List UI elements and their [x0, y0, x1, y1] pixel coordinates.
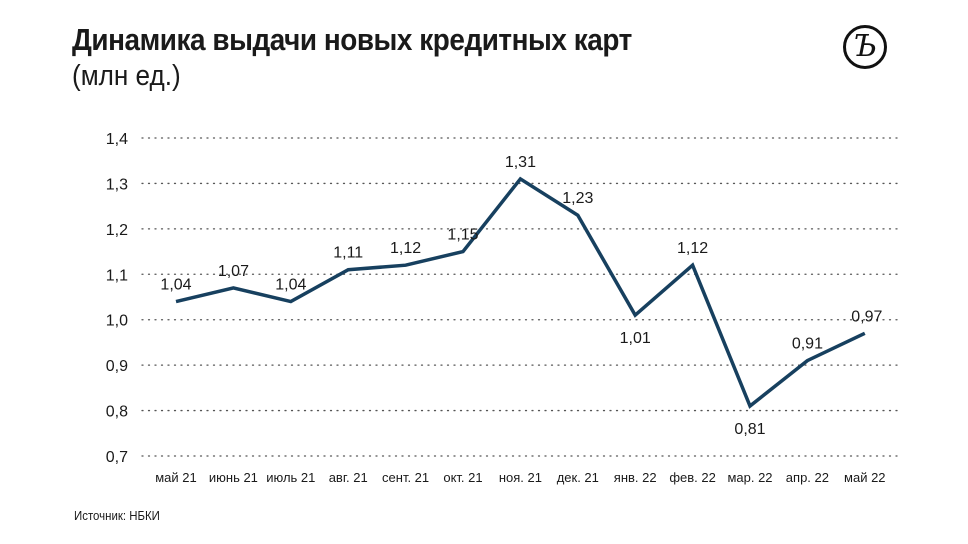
x-tick-label: мар. 22 — [727, 470, 772, 485]
data-label: 1,15 — [447, 227, 478, 244]
chart-subtitle: (млн ед.) — [72, 60, 181, 92]
y-tick-label: 1,1 — [106, 267, 128, 284]
data-label: 1,04 — [275, 277, 306, 294]
y-tick-label: 0,9 — [106, 358, 128, 375]
data-label: 1,01 — [620, 330, 651, 347]
data-label: 1,23 — [562, 190, 593, 207]
data-label: 0,97 — [851, 308, 882, 325]
x-tick-label: авг. 21 — [329, 470, 368, 485]
data-label: 1,07 — [218, 263, 249, 280]
y-tick-label: 0,8 — [106, 404, 128, 421]
y-tick-label: 1,3 — [106, 176, 128, 193]
chart-title: Динамика выдачи новых кредитных карт — [72, 22, 632, 57]
x-tick-label: дек. 21 — [557, 470, 599, 485]
data-label: 1,12 — [677, 240, 708, 257]
series-line — [175, 176, 866, 409]
x-tick-label: ноя. 21 — [499, 470, 542, 485]
data-label: 1,11 — [333, 245, 363, 262]
x-tick-label: фев. 22 — [669, 470, 716, 485]
x-tick-label: янв. 22 — [614, 470, 657, 485]
x-tick-label: июнь 21 — [209, 470, 258, 485]
data-label: 1,04 — [160, 277, 191, 294]
x-tick-label: май 21 — [155, 470, 197, 485]
x-tick-label: июль 21 — [266, 470, 315, 485]
x-tick-label: апр. 22 — [786, 470, 829, 485]
y-tick-label: 1,4 — [106, 131, 128, 148]
data-label: 1,12 — [390, 240, 421, 257]
y-tick-label: 1,2 — [106, 222, 128, 239]
y-tick-label: 1,0 — [106, 313, 128, 330]
x-tick-label: май 22 — [844, 470, 886, 485]
data-label: 0,81 — [734, 421, 765, 438]
x-tick-label: окт. 21 — [443, 470, 482, 485]
source-note: Источник: НБКИ — [74, 508, 160, 523]
y-tick-label: 0,7 — [106, 449, 128, 466]
data-label: 0,91 — [792, 336, 823, 353]
data-label: 1,31 — [505, 154, 536, 171]
kommersant-logo-icon: Ъ — [843, 25, 887, 69]
x-tick-label: сент. 21 — [382, 470, 429, 485]
